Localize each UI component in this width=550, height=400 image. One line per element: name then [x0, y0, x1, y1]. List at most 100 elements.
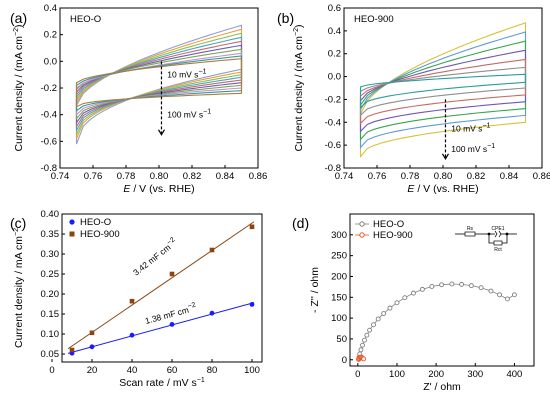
a-ytick-label: -0.4	[41, 110, 57, 121]
a-xtick-label: 0.76	[84, 171, 103, 182]
c-xtick-label: 60	[167, 365, 178, 376]
d-xtick-label: 300	[467, 369, 483, 380]
a-xtick-label: 0.82	[183, 171, 202, 182]
c-ytick-label: 0.40	[41, 209, 60, 220]
d-ytick-label: 0	[342, 355, 347, 366]
d-ytick-label: 150	[331, 292, 347, 303]
c-point-HEO-O	[169, 322, 175, 327]
c-xtick-label: 100	[244, 365, 260, 376]
a-xtick-label: 0.86	[249, 171, 268, 182]
c-point-HEO-900	[209, 247, 215, 253]
d-point-HEO-O	[478, 285, 484, 291]
d-point-HEO-O	[488, 288, 494, 294]
d-circuit-label-rs: Rs	[467, 226, 474, 232]
a-annotation-high: 100 mV s−1	[167, 108, 211, 119]
panel-d: 0 100 200 300 400 0 50 100 150 200 250 300 HEO-OHEO-…	[292, 213, 535, 393]
b-ytick-label: 0.0	[328, 72, 341, 83]
d-point-HEO-O	[364, 332, 370, 338]
d-point-HEO-O	[429, 284, 435, 289]
c-fit-label-heo-o: 1.38 mF cm−2	[144, 302, 198, 326]
d-point-HEO-O	[381, 311, 387, 316]
a-xlabel: E / V (vs. RHE)	[123, 183, 194, 195]
panel-c-label: (c)	[10, 215, 26, 231]
d-point-HEO-O	[410, 290, 416, 296]
b-cv-loop	[359, 31, 527, 149]
d-point-HEO-O	[504, 296, 510, 302]
d-xtick-label: 0	[355, 369, 360, 380]
b-cv-loop	[359, 58, 527, 125]
d-series-line	[358, 283, 515, 360]
c-point-HEO-900	[169, 271, 175, 277]
a-cv-loop	[75, 28, 243, 139]
b-xtick-label: 0.84	[500, 171, 519, 182]
c-point-HEO-O	[89, 344, 95, 350]
d-point-HEO-O	[402, 295, 408, 301]
a-ytick-label: -0.8	[41, 163, 57, 174]
d-point-HEO-O	[358, 347, 364, 353]
d-ytick-label: 50	[336, 334, 347, 345]
b-annotation-high: 100 mV s−1	[451, 143, 495, 154]
b-ytick-label: 0.6	[328, 3, 341, 14]
b-ytick-label: -0.8	[325, 163, 341, 174]
b-ytick-label: 0.2	[328, 49, 341, 60]
c-ytick-label: 0.30	[41, 249, 60, 260]
c-point-HEO-900	[129, 298, 135, 304]
b-cv-loop	[359, 66, 527, 117]
c-legend-marker	[69, 231, 75, 237]
d-point-HEO-O	[449, 281, 455, 287]
c-ytick-label: 0.20	[41, 289, 60, 300]
a-xtick-label: 0.84	[216, 171, 235, 182]
d-circuit-label-rct: Rct	[494, 247, 502, 253]
a-ytick-label: 0.0	[44, 56, 57, 67]
panel-a-title: HEO-O	[70, 14, 101, 25]
c-fit-line	[67, 221, 255, 350]
c-point-HEO-O	[209, 310, 215, 316]
b-ytick-label: -0.6	[325, 140, 341, 151]
panel-b-title: HEO-900	[354, 14, 394, 25]
b-ytick-label: -0.2	[325, 94, 341, 105]
c-xtick-label: 40	[127, 365, 138, 376]
c-ytick-label: 0.05	[41, 349, 60, 360]
c-legend-marker	[69, 219, 75, 225]
a-ytick-label: 0.4	[44, 3, 57, 14]
b-xtick-label: 0.74	[335, 171, 354, 182]
c-ytick-label: 0.25	[41, 269, 60, 280]
a-xtick-label: 0.80	[150, 171, 169, 182]
d-point-HEO-O	[375, 316, 381, 322]
d-legend-marker	[359, 221, 365, 227]
d-ytick-label: 300	[331, 230, 347, 241]
d-legend-label: HEO-900	[373, 230, 413, 241]
a-ytick-label: -0.6	[41, 136, 57, 147]
b-arrow-head	[441, 153, 449, 161]
c-xtick-label: 20	[87, 365, 98, 376]
d-point-HEO-O	[511, 292, 517, 298]
d-point-HEO-O	[394, 300, 400, 306]
a-annotation-low: 10 mV s−1	[167, 68, 206, 79]
d-ylabel: - Z'' / ohm	[309, 267, 321, 313]
d-circuit-wire	[488, 234, 508, 244]
c-xtick-label: 0	[49, 365, 54, 376]
b-xtick-label: 0.86	[533, 171, 550, 182]
c-fit-line	[67, 302, 255, 354]
d-ytick-label: 200	[331, 271, 347, 282]
b-cv-loop	[359, 40, 527, 141]
a-ytick-label: 0.2	[44, 30, 57, 41]
b-xtick-label: 0.76	[368, 171, 387, 182]
b-xtick-label: 0.82	[467, 171, 486, 182]
b-cv-loop	[359, 22, 527, 159]
b-ytick-label: -0.4	[325, 117, 341, 128]
c-point-HEO-900	[249, 224, 255, 230]
a-arrow-head	[157, 129, 165, 136]
a-xtick-label: 0.74	[51, 171, 70, 182]
c-point-HEO-O	[249, 302, 255, 307]
c-legend-label: HEO-900	[80, 229, 120, 240]
d-xlabel: Z' / ohm	[423, 381, 461, 393]
d-point-HEO-O	[362, 337, 367, 343]
panel-b: 0.74 0.76 0.78 0.80 0.82 0.84 0.86 -0.8 -0.6 -0.4…	[277, 3, 550, 195]
c-legend-label: HEO-O	[80, 217, 111, 228]
d-point-HEO-O	[468, 283, 474, 289]
d-point-HEO-900	[361, 356, 367, 362]
d-point-HEO-O	[367, 327, 373, 333]
d-xtick-label: 200	[428, 369, 444, 380]
d-legend-label: HEO-O	[373, 219, 404, 230]
